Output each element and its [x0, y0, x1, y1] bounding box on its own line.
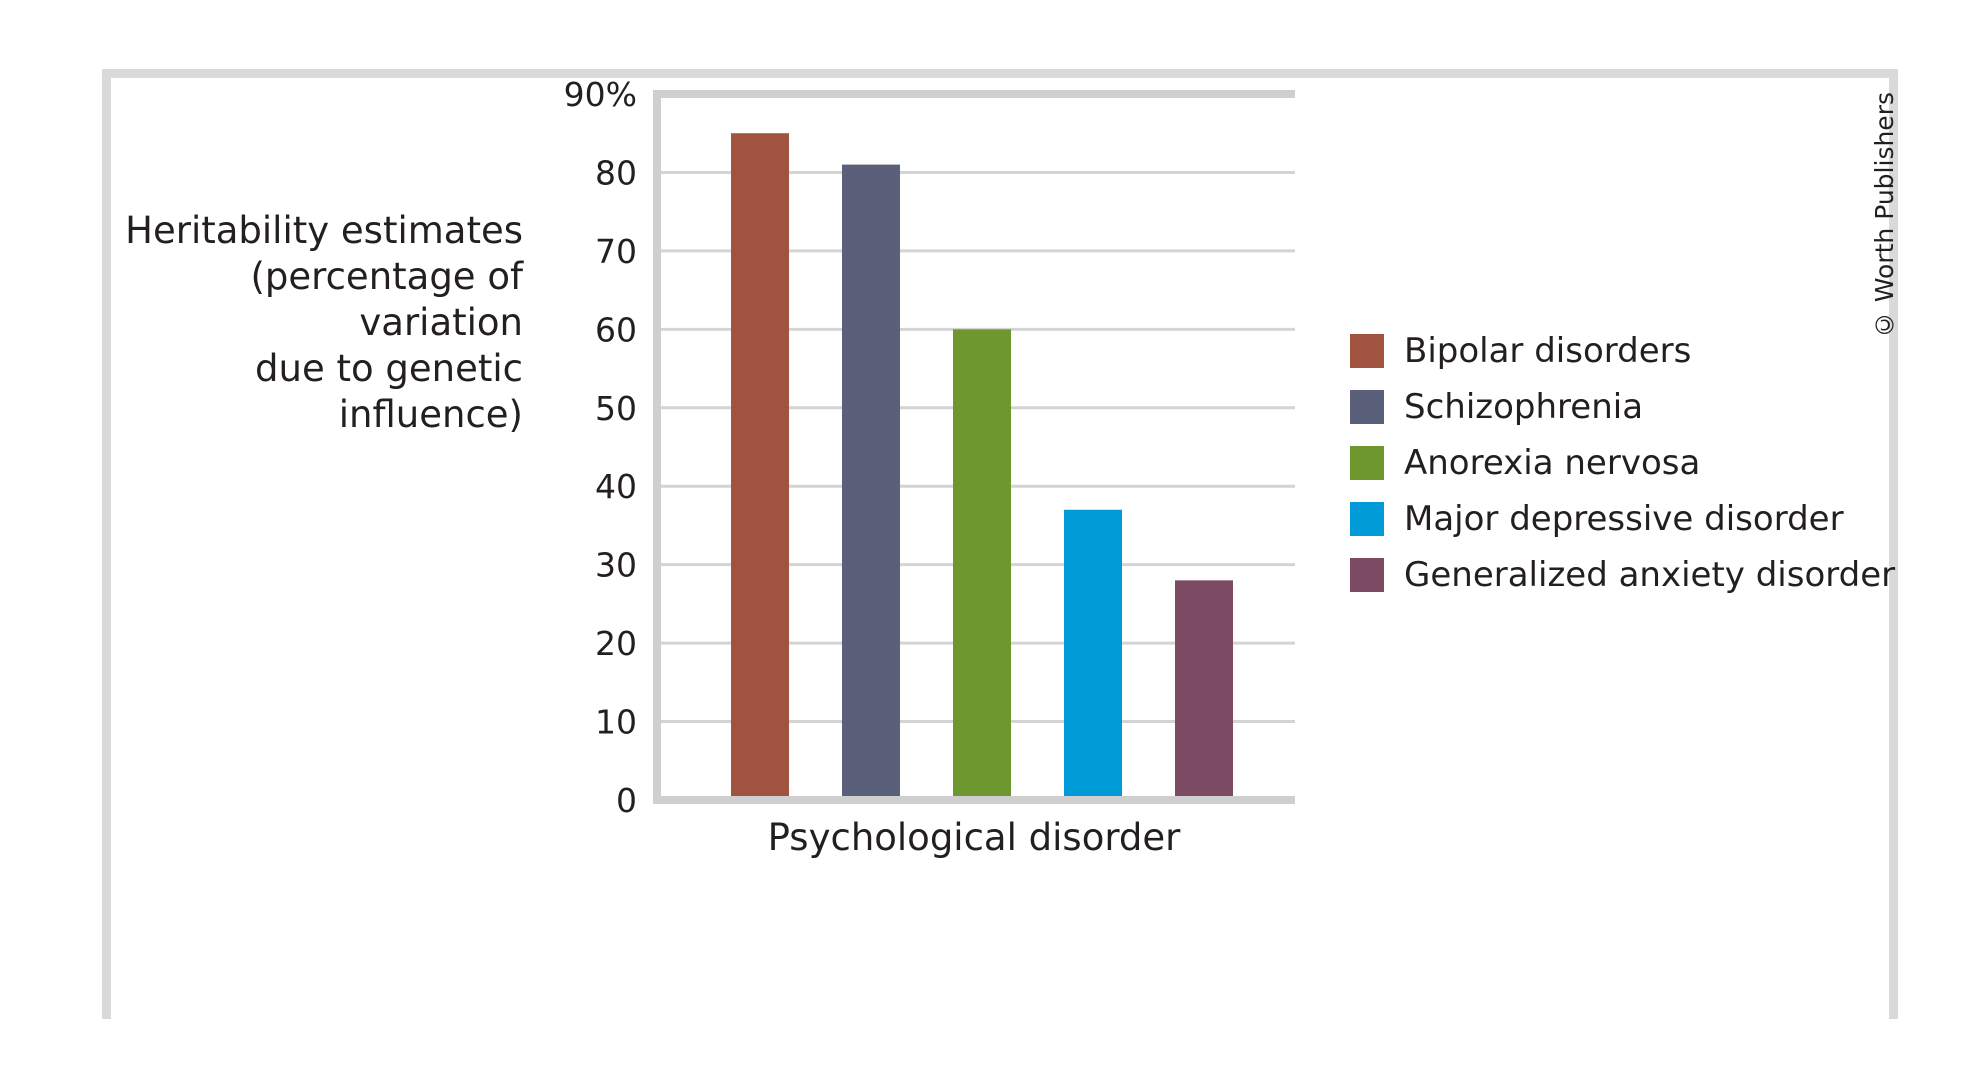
legend-swatch — [1350, 390, 1384, 424]
y-tick-label: 70 — [595, 232, 637, 271]
bar-generalized-anxiety-disorder — [1175, 580, 1233, 800]
y-tick-label: 60 — [595, 310, 637, 349]
y-tick-label: 40 — [595, 467, 637, 506]
bar-anorexia-nervosa — [953, 329, 1011, 800]
y-tick-label: 90% — [564, 75, 637, 114]
legend: Bipolar disorders Schizophrenia Anorexia n… — [1350, 323, 1895, 603]
bar-major-depressive-disorder — [1064, 509, 1122, 800]
legend-swatch — [1350, 334, 1384, 368]
bar-schizophrenia — [842, 164, 900, 801]
legend-swatch — [1350, 558, 1384, 592]
legend-swatch — [1350, 502, 1384, 536]
x-axis-label: Psychological disorder — [767, 816, 1181, 859]
legend-label: Anorexia nervosa — [1404, 443, 1701, 483]
legend-swatch — [1350, 446, 1384, 480]
legend-label: Generalized anxiety disorder — [1404, 555, 1896, 595]
y-axis-label: Heritability estimates (percentage of va… — [125, 209, 523, 436]
y-tick-label: 30 — [595, 546, 637, 585]
legend-label: Bipolar disorders — [1404, 331, 1692, 371]
legend-item: Bipolar disorders — [1350, 323, 1895, 379]
bar-bipolar-disorders — [731, 133, 789, 800]
y-tick-labels: 0 10 20 30 40 50 60 70 80 90% — [564, 75, 637, 820]
legend-item: Schizophrenia — [1350, 379, 1895, 435]
legend-label: Major depressive disorder — [1404, 499, 1844, 539]
copyright-notice: © Worth Publishers — [1870, 92, 1899, 340]
axes — [653, 90, 1295, 804]
y-tick-label: 0 — [616, 781, 637, 820]
legend-item: Generalized anxiety disorder — [1350, 547, 1895, 603]
bars — [731, 133, 1233, 801]
y-tick-label: 20 — [595, 624, 637, 663]
y-tick-label: 80 — [595, 153, 637, 192]
figure-frame — [102, 69, 1898, 1019]
legend-label: Schizophrenia — [1404, 387, 1644, 427]
legend-item: Major depressive disorder — [1350, 491, 1895, 547]
y-tick-label: 50 — [595, 389, 637, 428]
legend-item: Anorexia nervosa — [1350, 435, 1895, 491]
y-tick-label: 10 — [595, 703, 637, 742]
